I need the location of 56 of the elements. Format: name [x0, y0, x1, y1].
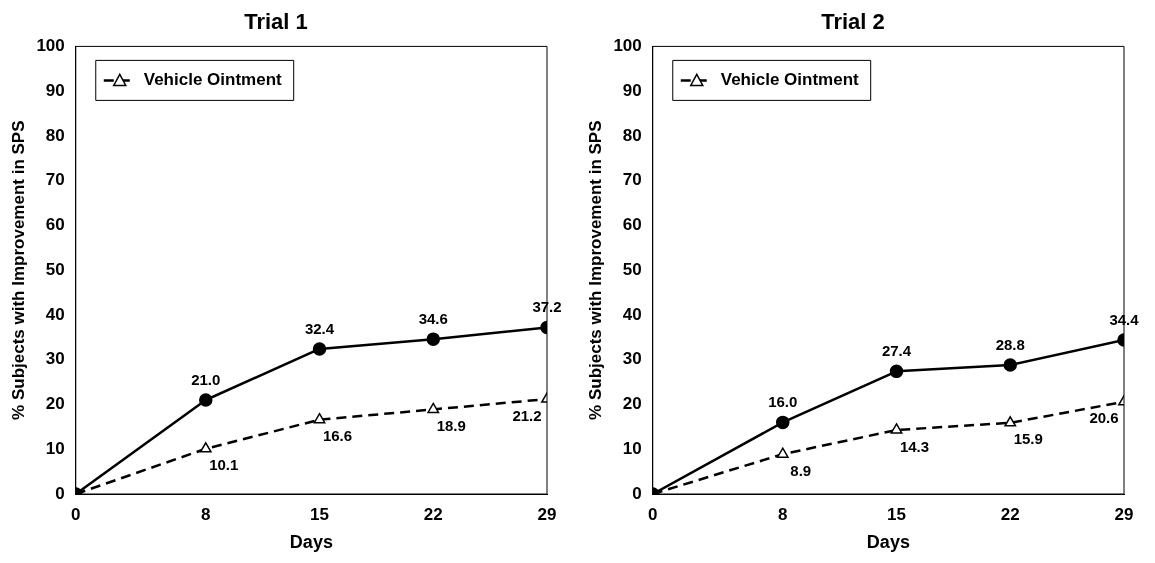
x-tick-label: 29 [537, 504, 557, 524]
x-axis-title: Days [866, 532, 910, 553]
y-tick-label: 60 [622, 215, 642, 235]
y-tick-label: 70 [622, 170, 642, 190]
y-tick-label: 40 [622, 304, 642, 324]
x-tick-label: 15 [310, 504, 329, 524]
y-tick-label: 90 [45, 80, 65, 100]
x-tick-label: 22 [423, 504, 443, 524]
x-tick-label: 22 [1000, 504, 1020, 524]
data-label: 28.8 [995, 335, 1025, 353]
data-label: 20.6 [1089, 409, 1119, 427]
y-tick-label: 20 [45, 394, 65, 414]
y-tick-label: 0 [55, 483, 65, 503]
data-label: 27.4 [881, 342, 912, 359]
x-tick-label: 0 [71, 504, 81, 524]
data-label: 32.4 [304, 319, 335, 337]
y-tick-label: 50 [622, 259, 642, 279]
data-label: 21.2 [512, 406, 542, 424]
data-label: 15.9 [1013, 430, 1043, 448]
y-tick-label: 100 [36, 36, 65, 56]
y-tick-label: 80 [622, 125, 642, 145]
chart-title: Trial 2 [821, 9, 885, 35]
x-tick-label: 29 [1114, 504, 1134, 524]
y-tick-label: 30 [622, 349, 642, 369]
y-axis-title: % Subjects with Improvement in SPS [585, 120, 605, 420]
x-axis-title: Days [289, 532, 333, 553]
data-label: 10.1 [209, 456, 239, 474]
data-label: 34.6 [418, 309, 448, 327]
y-tick-label: 0 [632, 483, 642, 503]
data-label: 18.9 [436, 417, 466, 435]
y-tick-label: 30 [45, 349, 65, 369]
legend-label: Vehicle Ointment [720, 70, 860, 90]
y-tick-label: 50 [45, 259, 65, 279]
y-tick-label: 70 [45, 170, 65, 190]
data-label: 8.9 [790, 461, 812, 479]
y-tick-label: 10 [622, 438, 642, 458]
data-label: 37.2 [532, 298, 562, 316]
x-tick-label: 0 [648, 504, 658, 524]
y-tick-label: 100 [613, 36, 642, 56]
y-tick-label: 10 [45, 438, 65, 458]
x-tick-label: 8 [201, 504, 211, 524]
y-tick-label: 60 [45, 215, 65, 235]
y-tick-label: 40 [45, 304, 65, 324]
data-label: 34.4 [1109, 310, 1140, 328]
y-tick-label: 20 [622, 394, 642, 414]
x-tick-label: 15 [887, 504, 906, 524]
data-label: 16.0 [768, 393, 798, 411]
data-label: 21.0 [191, 370, 221, 388]
y-axis-title: % Subjects with Improvement in SPS [8, 120, 28, 420]
data-label: 16.6 [322, 427, 353, 445]
y-tick-label: 80 [45, 125, 65, 145]
chart-title: Trial 1 [244, 9, 308, 35]
data-label: 14.3 [899, 437, 930, 455]
y-tick-label: 90 [622, 80, 642, 100]
legend-label: Vehicle Ointment [143, 70, 283, 90]
x-tick-label: 8 [778, 504, 788, 524]
